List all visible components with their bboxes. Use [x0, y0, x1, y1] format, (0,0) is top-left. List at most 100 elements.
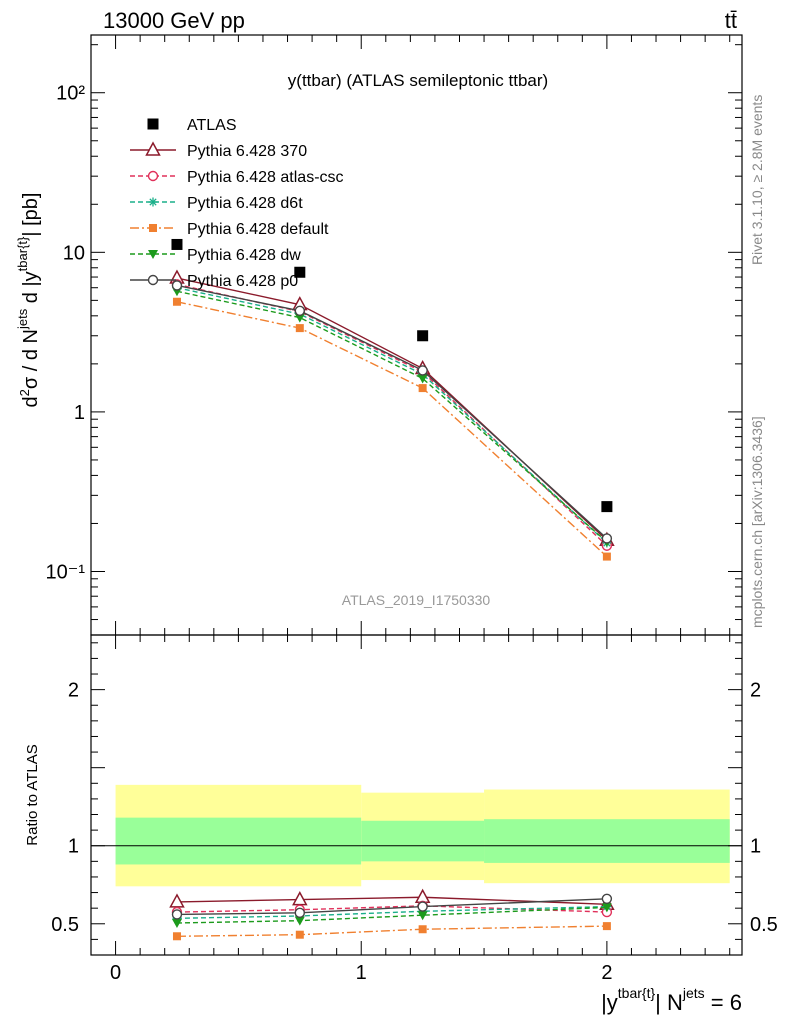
- legend-label: ATLAS: [187, 117, 237, 134]
- ratio-y-tick-labels: 0.5 0.5 1 1 2 2: [51, 680, 778, 936]
- series-line: [176, 283, 608, 547]
- ratio-data-point: [414, 888, 431, 903]
- data-point: [417, 330, 429, 342]
- ratio-data-point: [294, 916, 305, 926]
- ratio-series-line: [176, 898, 607, 916]
- ratio-series-pythia-6-428-default: [172, 922, 611, 941]
- ratio-data-point: [417, 911, 428, 921]
- ratio-data-point: [171, 919, 182, 928]
- ratio-series-line: [176, 906, 607, 924]
- series-line: [176, 301, 608, 558]
- x-tick-labels: 0 1 2: [110, 962, 612, 984]
- series-pythia-6-428-dw: [171, 287, 612, 548]
- ratio-y-tick-label-right: 1: [750, 836, 761, 858]
- series-line: [176, 290, 608, 543]
- main-y-axis-label: d2σ / d Njets d |ytbar{t}| [pb]: [15, 193, 42, 408]
- collision-label: 13000 GeV pp: [103, 8, 245, 33]
- data-point: [171, 280, 183, 291]
- data-point: [418, 384, 427, 393]
- series-atlas: [171, 238, 613, 513]
- x-tick-label: 2: [601, 962, 612, 984]
- ratio-series-line: [176, 925, 607, 937]
- legend-entry-pythia-6-428-d6t: Pythia 6.428 d6t: [130, 195, 303, 212]
- main-axis-ticks: [90, 35, 742, 636]
- series-pythia-6-428-d6t: [172, 283, 612, 548]
- main-y-tick-label: 10: [63, 242, 85, 264]
- ratio-data-point: [601, 893, 613, 905]
- main-y-tick-label: 1: [74, 402, 85, 424]
- data-point: [295, 324, 304, 333]
- main-y-tick-labels: 10² 10 1 10⁻¹: [46, 83, 86, 584]
- ratio-data-point: [294, 907, 306, 919]
- ratio-y-tick-label-right: 0.5: [750, 914, 778, 936]
- mcplots-label: mcplots.cern.ch [arXiv:1306.3436]: [749, 416, 765, 628]
- rivet-version-label: Rivet 3.1.10, ≥ 2.8M events: [749, 95, 765, 265]
- legend-marker: [147, 274, 159, 286]
- legend-entry-pythia-6-428-370: Pythia 6.428 370: [130, 141, 307, 160]
- ratio-y-tick-label: 1: [68, 836, 79, 858]
- legend-label: Pythia 6.428 370: [187, 143, 307, 160]
- legend-entry-pythia-6-428-atlas-csc: Pythia 6.428 atlas-csc: [130, 169, 344, 186]
- ratio-y-axis-label: Ratio to ATLAS: [24, 744, 41, 845]
- x-tick-label: 0: [110, 962, 121, 984]
- ratio-series-group: [169, 888, 615, 941]
- legend-label: Pythia 6.428 d6t: [187, 195, 303, 212]
- uncertainty-band-stat: [484, 819, 730, 863]
- ratio-axis-ticks: [90, 635, 742, 955]
- legend-entry-atlas: ATLAS: [147, 117, 237, 134]
- legend-label: Pythia 6.428 p0: [187, 273, 298, 290]
- series-line: [176, 287, 608, 544]
- ratio-series-line: [176, 905, 607, 913]
- legend-marker: [147, 118, 159, 130]
- legend-entry-pythia-6-428-dw: Pythia 6.428 dw: [130, 247, 301, 264]
- data-point: [417, 365, 428, 376]
- ratio-data-point: [169, 893, 185, 908]
- legend-entry-pythia-6-428-p0: Pythia 6.428 p0: [130, 273, 298, 290]
- ratio-data-point: [601, 903, 612, 913]
- ratio-panel: 0.5 0.5 1 1 2 2 0 1 2 Ratio to ATLAS |ytbar{t}|…: [24, 634, 778, 1015]
- ratio-series-pythia-6-428-p0: [171, 893, 613, 920]
- series-pythia-6-428-370: [169, 269, 615, 546]
- legend-label: Pythia 6.428 dw: [187, 247, 301, 264]
- ratio-y-tick-label: 2: [68, 680, 79, 702]
- data-point: [294, 305, 306, 317]
- data-point: [294, 266, 306, 278]
- data-point: [172, 297, 181, 306]
- ratio-series-pythia-6-428-370: [169, 888, 615, 911]
- main-title: y(ttbar) (ATLAS semileptonic ttbar): [288, 71, 548, 90]
- ratio-series-line: [176, 905, 607, 920]
- ratio-frame: [90, 634, 743, 956]
- series-pythia-6-428-p0: [171, 280, 613, 544]
- series-pythia-6-428-atlas-csc: [171, 279, 613, 551]
- ratio-series-pythia-6-428-d6t: [172, 902, 612, 923]
- ratio-data-point: [171, 909, 183, 920]
- ratio-uncertainty-bands: [115, 784, 730, 887]
- process-label: tt̄: [725, 8, 737, 33]
- legend: ATLAS Pythia 6.428 370 Pythia 6.428 atlas-…: [130, 117, 344, 290]
- main-series-group: [169, 238, 615, 561]
- ratio-series-line: [176, 896, 607, 905]
- series-line: [176, 284, 608, 540]
- data-point: [601, 533, 613, 544]
- watermark-label: ATLAS_2019_I1750330: [342, 592, 491, 608]
- legend-label: Pythia 6.428 atlas-csc: [187, 169, 344, 186]
- uncertainty-band-stat: [115, 817, 362, 865]
- data-point: [602, 552, 611, 561]
- series-line: [176, 277, 608, 541]
- uncertainty-band-stat: [361, 820, 485, 862]
- main-y-tick-label: 10²: [56, 83, 85, 105]
- ratio-data-point: [292, 891, 308, 906]
- ratio-data-point: [418, 925, 427, 934]
- data-point: [171, 238, 183, 250]
- ratio-data-point: [295, 930, 304, 939]
- ratio-data-point: [602, 922, 611, 931]
- legend-marker: [148, 197, 158, 207]
- ratio-y-tick-label: 0.5: [51, 914, 79, 936]
- series-pythia-6-428-default: [172, 297, 611, 561]
- main-y-tick-label: 10⁻¹: [46, 561, 86, 583]
- legend-marker: [145, 141, 161, 156]
- data-point: [601, 501, 613, 513]
- ratio-y-tick-label-right: 2: [750, 680, 761, 702]
- legend-marker: [148, 250, 158, 259]
